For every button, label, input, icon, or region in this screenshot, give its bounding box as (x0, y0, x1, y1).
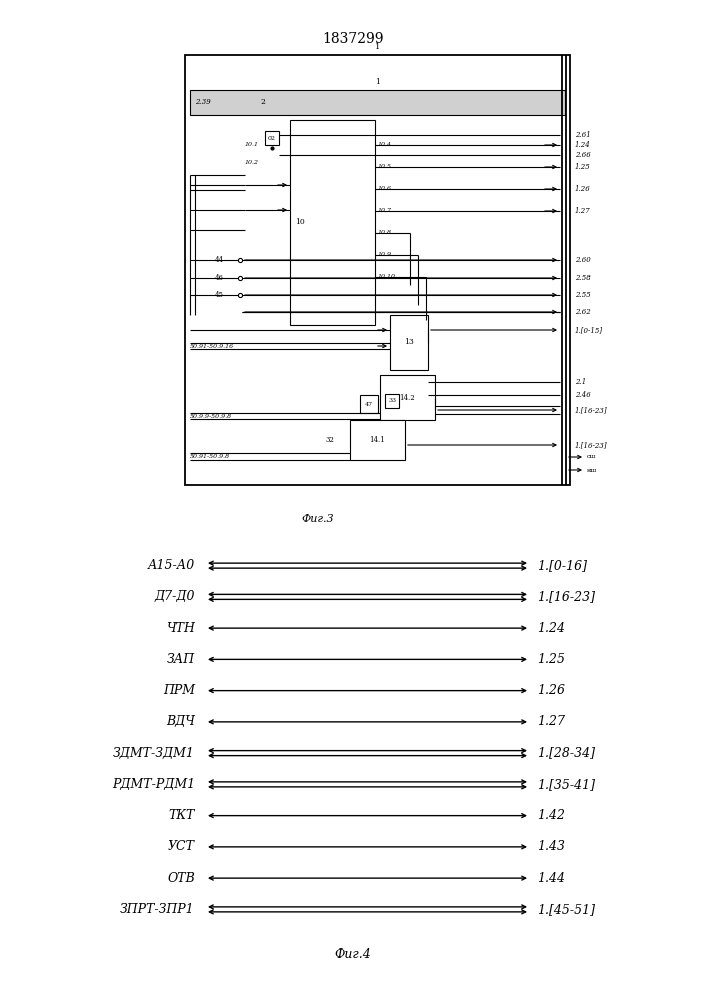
Text: 2: 2 (260, 99, 265, 106)
Text: 1.[0-16]: 1.[0-16] (537, 559, 587, 572)
Text: 1.[45-51]: 1.[45-51] (537, 903, 595, 916)
Text: 14.1: 14.1 (370, 436, 385, 444)
Text: ЗАП: ЗАП (167, 653, 195, 666)
Text: 1.[16-23]: 1.[16-23] (575, 441, 607, 449)
Text: Фиг.3: Фиг.3 (302, 514, 334, 524)
Bar (385, 394, 399, 408)
Text: А15-А0: А15-А0 (148, 559, 195, 572)
Bar (380, 375, 435, 420)
Text: РДМТ-РДМ1: РДМТ-РДМ1 (112, 778, 195, 791)
Text: ЗПРТ-ЗПР1: ЗПРТ-ЗПР1 (120, 903, 195, 916)
Text: 10.6: 10.6 (378, 186, 392, 192)
Bar (290, 120, 375, 325)
Text: 1.[16-23]: 1.[16-23] (575, 406, 607, 414)
Text: Фиг.4: Фиг.4 (334, 948, 371, 962)
Text: 2.66: 2.66 (575, 151, 591, 159)
Text: 10.8: 10.8 (378, 231, 392, 235)
Text: 10.7: 10.7 (378, 209, 392, 214)
Text: 10.9: 10.9 (378, 252, 392, 257)
Text: 1.24: 1.24 (575, 141, 591, 149)
Text: ВДЧ: ВДЧ (166, 715, 195, 728)
Text: 10.4: 10.4 (378, 142, 392, 147)
Text: 2.60: 2.60 (575, 256, 591, 264)
Bar (190, 90, 565, 115)
Text: 10: 10 (295, 219, 305, 227)
Text: 1.27: 1.27 (575, 207, 591, 215)
Text: 1837299: 1837299 (323, 32, 384, 46)
Text: 1: 1 (375, 43, 380, 51)
Text: ПРМ: ПРМ (163, 684, 195, 697)
Text: 1.24: 1.24 (537, 622, 565, 635)
Text: 50.91-50.9.8: 50.91-50.9.8 (190, 454, 230, 460)
Text: 1.[16-23]: 1.[16-23] (537, 590, 595, 603)
Text: 47: 47 (365, 401, 373, 406)
Text: 10.1: 10.1 (245, 142, 259, 147)
Text: 13: 13 (404, 338, 414, 347)
Text: 1.[35-41]: 1.[35-41] (537, 778, 595, 791)
Text: 50.9.9-50.9.8: 50.9.9-50.9.8 (190, 414, 232, 420)
Text: 02: 02 (268, 135, 276, 140)
Bar (265, 131, 279, 145)
Text: 2.62: 2.62 (575, 308, 591, 316)
Bar (390, 315, 428, 370)
Text: 50.91-50.9.16: 50.91-50.9.16 (190, 344, 234, 350)
Text: 1.[28-34]: 1.[28-34] (537, 747, 595, 760)
Bar (350, 420, 405, 460)
Text: 1.44: 1.44 (537, 872, 565, 885)
Text: 10.2: 10.2 (245, 159, 259, 164)
Text: 10.10: 10.10 (378, 274, 396, 279)
Text: 1.25: 1.25 (575, 163, 591, 171)
Text: 1.42: 1.42 (537, 809, 565, 822)
Text: 1.26: 1.26 (537, 684, 565, 697)
Text: 2.58: 2.58 (575, 274, 591, 282)
Text: ТКТ: ТКТ (169, 809, 195, 822)
Text: 2.55: 2.55 (575, 291, 591, 299)
Text: Д7-Д0: Д7-Д0 (155, 590, 195, 603)
Text: 2.39: 2.39 (195, 99, 211, 106)
Text: УСТ: УСТ (168, 840, 195, 853)
Text: сш: сш (587, 454, 597, 460)
Text: 1.26: 1.26 (575, 185, 591, 193)
Text: 45: 45 (215, 291, 224, 299)
Bar (360, 395, 378, 413)
Text: 1.43: 1.43 (537, 840, 565, 853)
Text: 14.2: 14.2 (399, 393, 416, 401)
Text: нш: нш (587, 468, 597, 473)
Text: 2.46: 2.46 (575, 391, 591, 399)
Text: 1.27: 1.27 (537, 715, 565, 728)
Text: 1.[0-15]: 1.[0-15] (575, 326, 603, 334)
Text: 2.61: 2.61 (575, 131, 591, 139)
Text: 10.5: 10.5 (378, 164, 392, 169)
Text: 1: 1 (375, 78, 380, 86)
Text: 1.25: 1.25 (537, 653, 565, 666)
Text: 46: 46 (215, 274, 224, 282)
Text: 2.1: 2.1 (575, 378, 586, 386)
Text: 44: 44 (215, 256, 224, 264)
Text: 33: 33 (388, 398, 396, 403)
Text: ОТВ: ОТВ (168, 872, 195, 885)
Text: ЧТН: ЧТН (166, 622, 195, 635)
Text: 32: 32 (325, 436, 334, 444)
Bar (185, 55, 570, 485)
Text: ЗДМТ-ЗДМ1: ЗДМТ-ЗДМ1 (113, 747, 195, 760)
